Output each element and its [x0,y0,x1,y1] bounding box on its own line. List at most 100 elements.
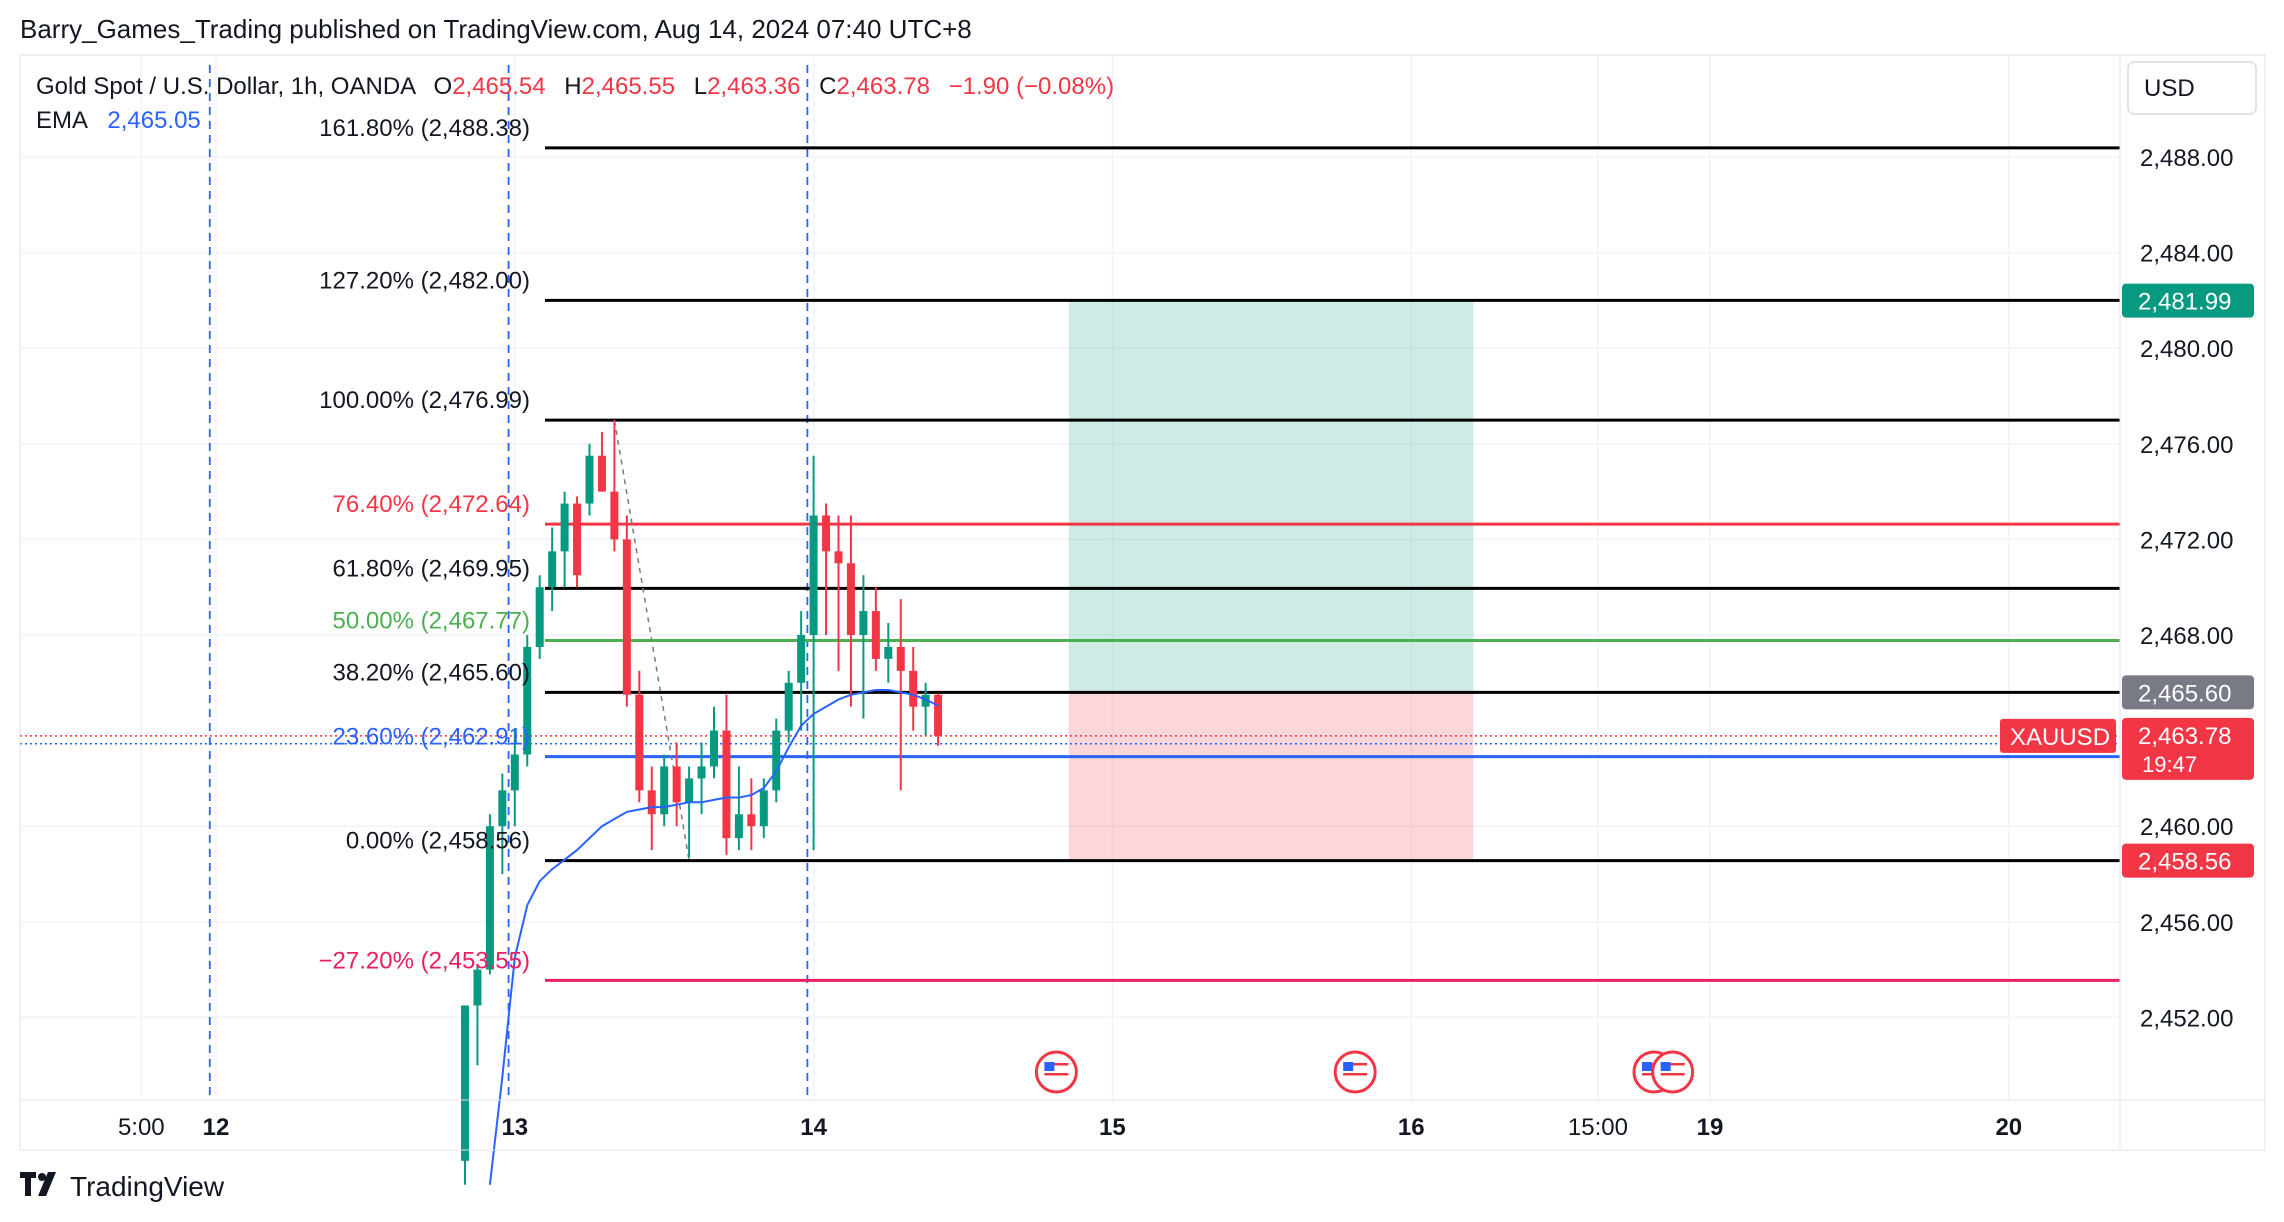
legend-change: −1.90 (−0.08%) [949,73,1114,100]
ema-line [488,689,939,1185]
candle-body-32[interactable] [859,611,868,635]
time-tick-5: 16 [1398,1114,1425,1141]
candle-body-4[interactable] [510,754,519,791]
candle-body-18[interactable] [685,778,694,803]
plot-background [20,55,2120,1100]
fib-level-label-7: 23.60% (2,462.91) [333,724,530,751]
price-tick-3: 2,476.00 [2140,432,2233,459]
us-event-flag-icon[interactable] [1651,1050,1695,1094]
ema-series [488,689,939,1185]
candle-body-1[interactable] [473,969,482,1006]
ema-legend-label: EMA [36,107,88,134]
candle-body-15[interactable] [647,790,656,815]
us-event-flag-icon[interactable] [1034,1050,1078,1094]
position-loss-zone[interactable] [1068,692,1474,861]
currency-button[interactable]: USD [2144,75,2195,102]
price-tick-5: 2,468.00 [2140,623,2233,650]
candle-body-30[interactable] [834,551,843,564]
candle-body-14[interactable] [635,694,644,791]
ema-legend[interactable]: EMA 2,465.05 [36,107,201,134]
price-tick-0: 2,488.00 [2140,145,2233,172]
candle-body-29[interactable] [822,515,831,552]
candle-body-36[interactable] [909,670,918,707]
candle-body-2[interactable] [485,826,494,970]
currency-button-bg[interactable] [2127,61,2257,115]
symbol-tag: XAUUSD [2010,724,2110,751]
time-tick-2: 13 [501,1114,528,1141]
candle-body-31[interactable] [846,563,855,635]
price-label-bg-0 [2122,283,2254,318]
candle-body-25[interactable] [772,730,781,791]
legend-symbol: Gold Spot / U.S. Dollar, 1h, OANDA [36,73,416,100]
candle-body-11[interactable] [597,455,606,492]
candle-body-6[interactable] [535,587,544,647]
legend-high-value: 2,465.55 [582,73,675,100]
price-label-1: 2,465.60 [2138,680,2231,707]
price-label-3: 2,458.56 [2138,849,2231,876]
publisher-header: Barry_Games_Trading published on Trading… [20,14,972,44]
candle-body-10[interactable] [585,455,594,504]
fib-level-label-3: 76.40% (2,472.64) [333,491,530,518]
price-label-0: 2,481.99 [2138,289,2231,316]
candle-body-33[interactable] [871,611,880,659]
candle-body-35[interactable] [896,646,905,671]
fib-level-label-6: 38.20% (2,465.60) [333,659,530,686]
price-axis[interactable]: 2,488.00 2,484.00 2,480.00 2,476.00 2,472.00… [2140,145,2233,1032]
position-profit-zone[interactable] [1068,300,1474,693]
time-tick-7: 19 [1697,1114,1724,1141]
candle-body-37[interactable] [921,694,930,707]
candle-body-9[interactable] [573,503,582,576]
footer: TradingView [20,1170,224,1204]
candle-body-23[interactable] [747,814,756,827]
price-tick-1: 2,484.00 [2140,241,2233,268]
price-label-bg-3 [2122,843,2254,878]
candle-body-19[interactable] [697,766,706,779]
price-tick-7: 2,456.00 [2140,910,2233,937]
current-price-line [20,735,2120,745]
candle-body-8[interactable] [560,503,569,552]
candlestick-series[interactable] [461,420,943,1185]
price-label-2: 2,463.78 [2138,723,2231,750]
candle-body-12[interactable] [610,491,619,540]
candle-body-22[interactable] [734,814,743,839]
us-event-flag-icon[interactable] [1333,1050,1377,1094]
time-tick-6: 15:00 [1568,1114,1628,1141]
candle-body-7[interactable] [548,551,557,588]
candle-body-26[interactable] [784,682,793,731]
tradingview-brand[interactable]: TradingView [70,1171,225,1202]
price-tick-6: 2,460.00 [2140,814,2233,841]
candle-body-13[interactable] [622,539,631,695]
candle-body-24[interactable] [759,790,768,827]
candle-body-5[interactable] [523,646,532,755]
time-axis[interactable]: 5:00 12 13 14 15 16 15:00 19 20 [118,1114,2022,1141]
time-tick-1: 12 [203,1114,230,1141]
candle-body-34[interactable] [884,646,893,659]
candle-body-21[interactable] [722,730,731,839]
price-label-countdown: 19:47 [2142,752,2197,777]
grid-lines [20,55,2120,1100]
candle-body-20[interactable] [710,730,718,767]
candle-body-27[interactable] [797,635,806,683]
candle-body-16[interactable] [660,766,669,815]
legend-open-label: O [434,73,453,100]
vertical-markers [208,65,809,1100]
tradingview-logo-icon [20,1170,60,1204]
candle-body-0[interactable] [461,1005,469,1161]
legend-line: Gold Spot / U.S. Dollar, 1h, OANDA O 2,46… [36,73,1114,100]
legend-low-label: L [694,73,707,100]
candle-body-3[interactable] [498,790,507,827]
fib-level-label-5: 50.00% (2,467.77) [333,607,530,634]
long-position-tool[interactable] [1068,300,1474,861]
candle-body-17[interactable] [672,766,681,803]
economic-events[interactable] [1034,1050,1695,1094]
chart-frame [19,54,2266,1151]
fib-level-label-8: 0.00% (2,458.56) [346,828,530,855]
price-label-bg-2 [2122,717,2254,780]
price-tick-4: 2,472.00 [2140,527,2233,554]
time-tick-8: 20 [1995,1114,2022,1141]
legend-high-label: H [564,73,581,100]
candle-body-38[interactable] [934,694,943,736]
candle-body-28[interactable] [809,515,818,636]
fibonacci-levels[interactable] [545,146,2120,982]
